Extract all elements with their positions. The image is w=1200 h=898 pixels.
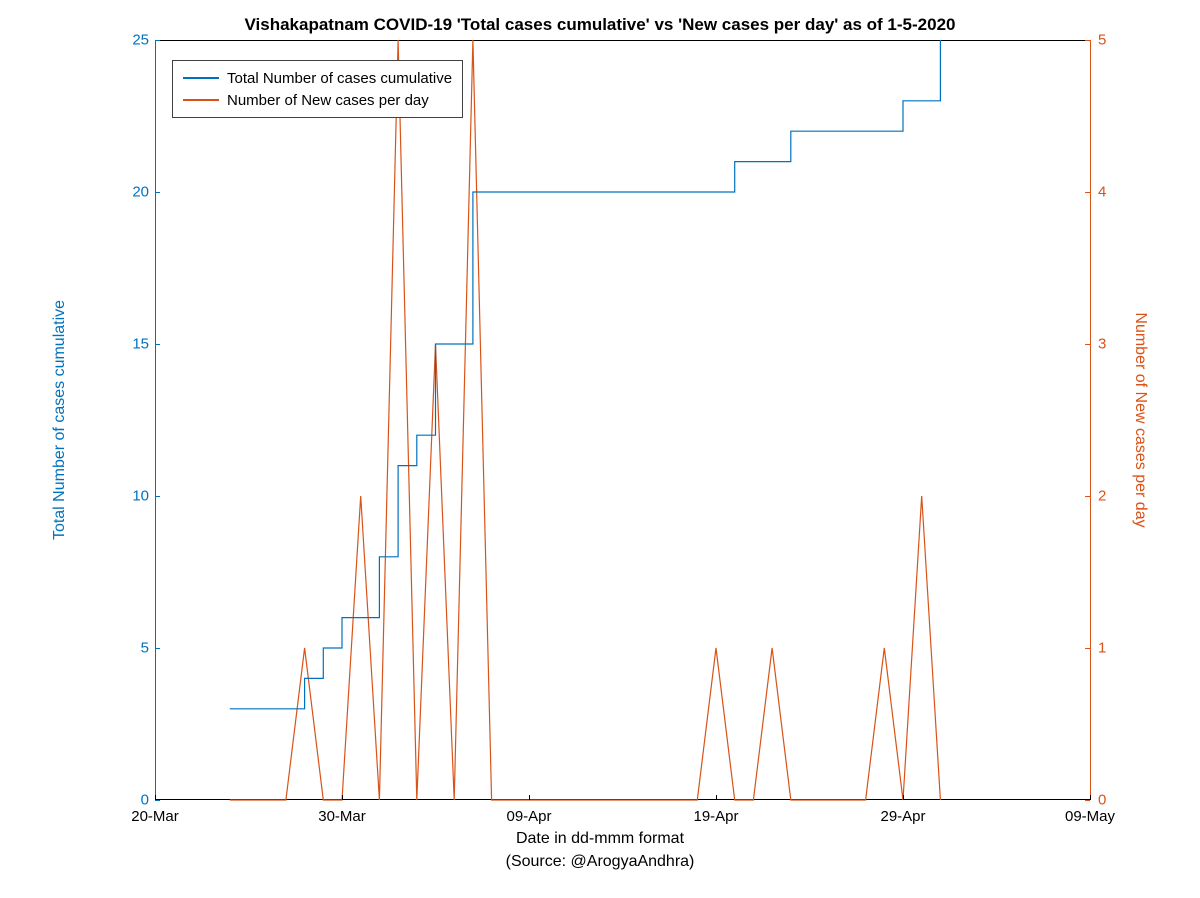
x-tick-label: 20-Mar: [131, 808, 179, 825]
y-right-tick-mark: [1085, 40, 1090, 41]
y-axis-right-line: [1090, 40, 1091, 800]
y-left-tick-label: 20: [127, 184, 149, 201]
legend-swatch: [183, 99, 219, 101]
legend-item-cumulative: Total Number of cases cumulative: [183, 67, 452, 89]
y-right-tick-mark: [1085, 192, 1090, 193]
y-right-tick-label: 0: [1098, 792, 1128, 809]
y-axis-right-label: Number of New cases per day: [1131, 312, 1149, 527]
x-tick-label: 30-Mar: [318, 808, 366, 825]
chart-svg: [155, 40, 1090, 800]
legend-label: Total Number of cases cumulative: [227, 70, 452, 87]
x-tick-mark: [716, 795, 717, 800]
y-left-tick-mark: [155, 192, 160, 193]
y-left-tick-mark: [155, 40, 160, 41]
x-tick-label: 09-May: [1065, 808, 1115, 825]
x-tick-label: 09-Apr: [506, 808, 551, 825]
y-left-tick-label: 0: [127, 792, 149, 809]
y-left-tick-mark: [155, 648, 160, 649]
y-right-tick-mark: [1085, 344, 1090, 345]
y-left-tick-mark: [155, 496, 160, 497]
y-right-tick-label: 5: [1098, 32, 1128, 49]
legend-swatch: [183, 77, 219, 79]
x-tick-mark: [155, 795, 156, 800]
x-tick-mark: [1090, 795, 1091, 800]
legend-item-new: Number of New cases per day: [183, 89, 452, 111]
y-right-tick-label: 4: [1098, 184, 1128, 201]
y-axis-left-label: Total Number of cases cumulative: [51, 300, 69, 540]
legend: Total Number of cases cumulative Number …: [172, 60, 463, 118]
x-axis-label: Date in dd-mmm format: [0, 830, 1200, 848]
y-right-tick-mark: [1085, 648, 1090, 649]
chart-title: Vishakapatnam COVID-19 'Total cases cumu…: [0, 15, 1200, 35]
x-tick-mark: [342, 795, 343, 800]
x-tick-mark: [529, 795, 530, 800]
x-tick-label: 29-Apr: [880, 808, 925, 825]
y-right-tick-label: 3: [1098, 336, 1128, 353]
y-right-tick-mark: [1085, 496, 1090, 497]
y-left-tick-mark: [155, 800, 160, 801]
x-axis-source: (Source: @ArogyaAndhra): [0, 853, 1200, 871]
series-cumulative: [230, 40, 941, 709]
x-tick-label: 19-Apr: [693, 808, 738, 825]
legend-label: Number of New cases per day: [227, 92, 429, 109]
series-new-cases: [230, 40, 941, 800]
x-tick-mark: [903, 795, 904, 800]
y-right-tick-label: 2: [1098, 488, 1128, 505]
y-left-tick-mark: [155, 344, 160, 345]
y-left-tick-label: 15: [127, 336, 149, 353]
y-left-tick-label: 10: [127, 488, 149, 505]
y-left-tick-label: 5: [127, 640, 149, 657]
y-right-tick-mark: [1085, 800, 1090, 801]
y-left-tick-label: 25: [127, 32, 149, 49]
y-right-tick-label: 1: [1098, 640, 1128, 657]
